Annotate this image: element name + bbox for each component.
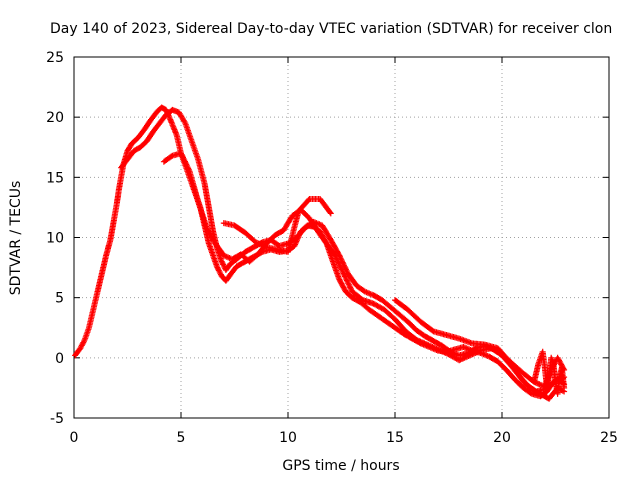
series-markers xyxy=(160,150,568,390)
data-points xyxy=(72,104,568,402)
series-trace-5 xyxy=(531,348,568,397)
series-trace-1 xyxy=(72,104,568,400)
x-tick-label: 25 xyxy=(600,430,618,446)
y-tick-label: 20 xyxy=(46,110,64,126)
y-tick-label: 10 xyxy=(46,231,64,247)
axis-tick-labels: 0 5 10 15 20 25 -5 0 5 10 15 20 25 xyxy=(46,50,618,446)
x-tick-label: 15 xyxy=(386,430,404,446)
grid xyxy=(74,57,609,418)
series-trace-4 xyxy=(392,297,568,402)
chart-title: Day 140 of 2023, Sidereal Day-to-day VTE… xyxy=(50,21,612,37)
y-tick-label: 0 xyxy=(55,351,64,367)
y-tick-label: 25 xyxy=(46,50,64,66)
x-tick-label: 10 xyxy=(279,430,297,446)
y-axis-label: SDTVAR / TECUs xyxy=(8,181,24,296)
series-markers xyxy=(72,104,568,400)
x-tick-label: 20 xyxy=(493,430,511,446)
series-trace-3 xyxy=(160,150,568,390)
x-axis-label: GPS time / hours xyxy=(282,458,399,474)
x-tick-label: 0 xyxy=(70,430,79,446)
series-markers xyxy=(392,297,568,402)
y-tick-label: 5 xyxy=(55,291,64,307)
x-tick-label: 5 xyxy=(177,430,186,446)
series-markers xyxy=(531,348,568,397)
series-markers xyxy=(220,196,334,255)
series-trace-6 xyxy=(220,196,334,255)
y-tick-label: 15 xyxy=(46,170,64,186)
axis-ticks xyxy=(73,56,610,419)
y-tick-label: -5 xyxy=(50,411,64,427)
